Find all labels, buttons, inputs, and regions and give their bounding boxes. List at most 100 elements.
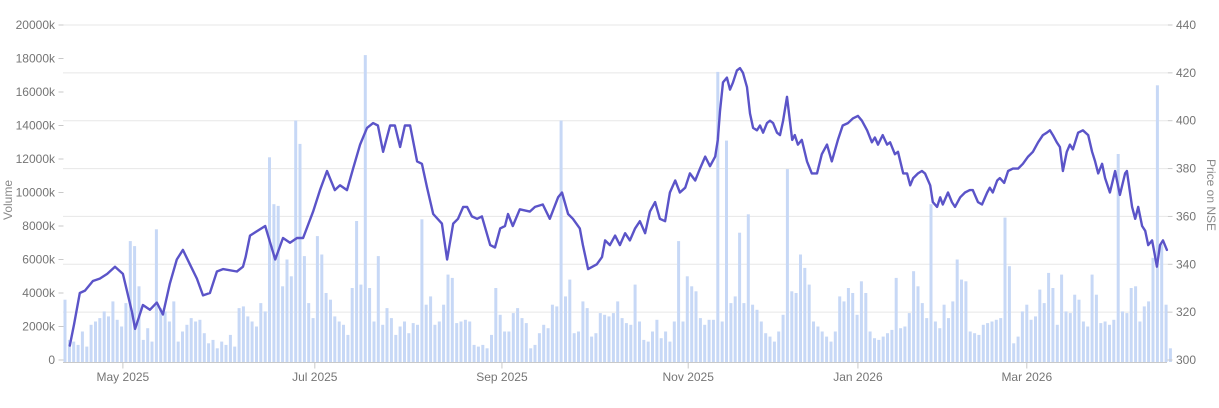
volume-bar[interactable] xyxy=(916,286,920,362)
volume-bar[interactable] xyxy=(877,339,881,362)
volume-bar[interactable] xyxy=(981,324,985,362)
volume-bar[interactable] xyxy=(851,293,855,362)
volume-bar[interactable] xyxy=(690,286,694,362)
volume-bar[interactable] xyxy=(185,324,189,362)
volume-bar[interactable] xyxy=(794,293,798,362)
volume-bar[interactable] xyxy=(833,331,837,363)
volume-bar[interactable] xyxy=(855,314,859,362)
volume-bar[interactable] xyxy=(94,321,97,363)
volume-bar[interactable] xyxy=(777,331,781,363)
volume-bar[interactable] xyxy=(1142,306,1146,362)
volume-bar[interactable] xyxy=(738,232,742,362)
volume-bar[interactable] xyxy=(429,296,433,362)
volume-bar[interactable] xyxy=(1155,85,1159,363)
volume-bar[interactable] xyxy=(973,333,977,362)
volume-bar[interactable] xyxy=(1025,304,1029,362)
volume-bar[interactable] xyxy=(163,311,167,362)
volume-bar[interactable] xyxy=(233,346,237,362)
volume-bar[interactable] xyxy=(768,336,772,362)
volume-bar[interactable] xyxy=(524,323,528,362)
volume-bar[interactable] xyxy=(437,321,441,363)
volume-bar[interactable] xyxy=(759,321,763,363)
volume-bar[interactable] xyxy=(172,301,176,362)
volume-bar[interactable] xyxy=(698,318,702,362)
volume-bar[interactable] xyxy=(881,336,885,362)
volume-bar[interactable] xyxy=(381,324,385,362)
volume-bar[interactable] xyxy=(1112,319,1116,362)
volume-bar[interactable] xyxy=(490,334,493,362)
volume-bar[interactable] xyxy=(785,169,789,362)
volume-bar[interactable] xyxy=(1073,294,1077,362)
volume-bar[interactable] xyxy=(1042,303,1046,362)
volume-bar[interactable] xyxy=(816,326,820,363)
volume-bar[interactable] xyxy=(189,318,193,362)
volume-bar[interactable] xyxy=(485,348,489,362)
volume-bar[interactable] xyxy=(403,321,406,363)
volume-bar[interactable] xyxy=(838,296,842,362)
volume-bar[interactable] xyxy=(659,338,663,362)
volume-bar[interactable] xyxy=(494,288,498,362)
volume-bar[interactable] xyxy=(302,256,306,362)
volume-bar[interactable] xyxy=(611,313,615,362)
volume-bar[interactable] xyxy=(585,308,589,362)
volume-bar[interactable] xyxy=(1060,274,1064,362)
volume-bar[interactable] xyxy=(1051,288,1055,362)
volume-bar[interactable] xyxy=(1007,266,1011,362)
volume-bar[interactable] xyxy=(246,316,250,362)
volume-bar[interactable] xyxy=(1151,257,1155,362)
price-line[interactable] xyxy=(68,66,1169,347)
volume-bar[interactable] xyxy=(846,288,850,362)
volume-bar[interactable] xyxy=(968,331,972,363)
volume-bar[interactable] xyxy=(629,324,633,362)
volume-bar[interactable] xyxy=(211,339,215,362)
volume-bar[interactable] xyxy=(1164,304,1168,362)
volume-bar[interactable] xyxy=(742,303,746,362)
volume-bar[interactable] xyxy=(603,314,607,362)
volume-bar[interactable] xyxy=(463,319,467,362)
volume-bar[interactable] xyxy=(864,293,868,362)
volume-bar[interactable] xyxy=(1094,294,1098,362)
volume-bar[interactable] xyxy=(960,279,963,362)
volume-bar[interactable] xyxy=(1121,311,1124,362)
volume-bar[interactable] xyxy=(311,318,315,362)
volume-bar[interactable] xyxy=(450,277,454,362)
volume-bar[interactable] xyxy=(933,321,937,363)
volume-bar[interactable] xyxy=(133,246,137,362)
volume-bar[interactable] xyxy=(176,341,180,362)
volume-bar[interactable] xyxy=(620,318,624,362)
volume-bar[interactable] xyxy=(224,344,228,362)
volume-bar[interactable] xyxy=(955,259,959,363)
volume-bar[interactable] xyxy=(115,319,119,362)
volume-bar[interactable] xyxy=(1138,321,1142,363)
volume-bar[interactable] xyxy=(842,301,846,362)
volume-bar[interactable] xyxy=(298,143,302,362)
volume-bar[interactable] xyxy=(368,288,372,362)
volume-bar[interactable] xyxy=(803,267,807,362)
volume-bar[interactable] xyxy=(342,324,345,362)
volume-bar[interactable] xyxy=(1125,313,1129,362)
volume-bar[interactable] xyxy=(638,321,641,363)
volume-bar[interactable] xyxy=(1134,286,1138,362)
volume-bar[interactable] xyxy=(481,344,485,362)
volume-bar[interactable] xyxy=(873,338,876,362)
volume-bar[interactable] xyxy=(668,341,672,362)
volume-bar[interactable] xyxy=(1038,289,1042,362)
volume-bar[interactable] xyxy=(942,304,946,362)
volume-bar[interactable] xyxy=(1016,336,1020,362)
volume-bar[interactable] xyxy=(755,309,759,363)
volume-bar[interactable] xyxy=(268,157,271,362)
volume-bar[interactable] xyxy=(598,313,602,362)
volume-bar[interactable] xyxy=(1086,326,1090,363)
volume-bar[interactable] xyxy=(1003,217,1007,362)
volume-bar[interactable] xyxy=(237,308,241,362)
volume-bar[interactable] xyxy=(1012,343,1016,363)
volume-bar[interactable] xyxy=(533,344,537,362)
volume-bar[interactable] xyxy=(120,326,124,363)
volume-bar[interactable] xyxy=(929,204,933,362)
volume-bar[interactable] xyxy=(1047,272,1051,362)
volume-bar[interactable] xyxy=(868,331,872,363)
volume-bar[interactable] xyxy=(537,333,541,362)
volume-bar[interactable] xyxy=(98,318,102,362)
volume-bar[interactable] xyxy=(564,296,567,362)
volume-bar[interactable] xyxy=(276,205,280,362)
